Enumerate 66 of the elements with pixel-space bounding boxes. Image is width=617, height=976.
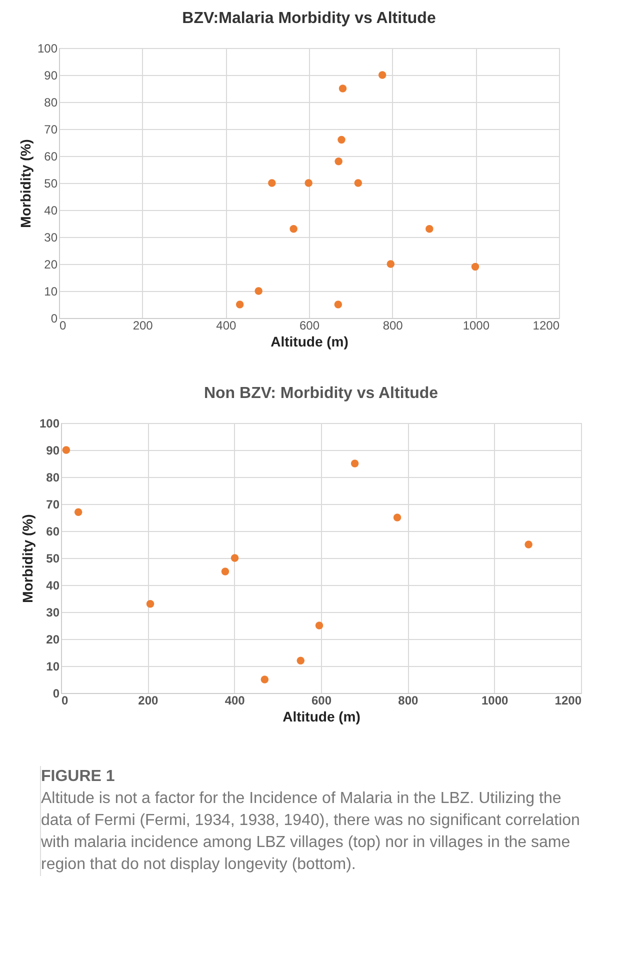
- point: [393, 514, 402, 522]
- x-tick-label: 1200: [532, 318, 560, 332]
- point: [304, 179, 312, 187]
- point: [236, 300, 244, 308]
- point: [524, 540, 532, 548]
- point: [378, 71, 386, 79]
- y-tick-label: 50: [44, 176, 58, 190]
- y-tick-label: 60: [46, 524, 60, 538]
- y-tick-label: 30: [46, 606, 60, 620]
- x-axis-title: Altitude (m): [282, 708, 360, 724]
- y-tick-label: 30: [44, 230, 58, 244]
- x-tick-label: 600: [311, 694, 332, 708]
- chart-title: BZV:Malaria Morbidity vs Altitude: [182, 10, 436, 27]
- x-tick-label: 1200: [554, 694, 582, 708]
- point: [315, 622, 324, 630]
- y-axis-title: Morbidity (%): [19, 514, 36, 603]
- chart-title: Non BZV: Morbidity vs Altitude: [204, 385, 438, 402]
- y-tick-label: 10: [44, 284, 58, 298]
- y-tick-label: 90: [46, 444, 60, 458]
- point: [74, 508, 82, 516]
- y-tick-label: 20: [46, 632, 60, 646]
- point: [354, 179, 362, 187]
- point: [338, 84, 347, 92]
- y-tick-label: 40: [44, 204, 58, 218]
- y-tick-label: 70: [44, 122, 58, 136]
- x-tick-label: 400: [224, 694, 246, 708]
- x-tick-label: 600: [299, 318, 320, 332]
- point: [338, 136, 346, 144]
- point: [230, 554, 239, 562]
- y-tick-label: 90: [44, 68, 58, 82]
- y-tick-label: 80: [44, 96, 58, 110]
- point: [62, 446, 70, 454]
- y-axis-title: Morbidity (%): [17, 139, 34, 228]
- x-axis-title: Altitude (m): [270, 334, 348, 350]
- y-tick-label: 70: [46, 498, 60, 512]
- caption: FIGURE 1: [41, 767, 116, 787]
- x-tick-label: 1000: [481, 694, 509, 708]
- point: [146, 600, 154, 608]
- point: [350, 460, 359, 468]
- y-tick-label: 50: [46, 552, 60, 566]
- point: [268, 179, 276, 187]
- point: [471, 262, 480, 271]
- text: Altitude is not a factor for the Incidence of Malaria in the LBZ. Utilizing the data of Fermi (Fermi, 1934, 1938, 1940), there was no significant correlation with malaria incidence among LBZ villages (top) nor in villages in the same region that do not display longevity (bottom).: [41, 789, 581, 875]
- point: [426, 225, 434, 233]
- point: [386, 260, 395, 268]
- y-tick-label: 60: [44, 150, 58, 164]
- point: [290, 225, 298, 233]
- x-tick-label: 800: [398, 694, 418, 708]
- x-tick-label: 0: [62, 694, 68, 708]
- point: [260, 676, 269, 684]
- y-tick-label: 100: [39, 416, 60, 430]
- y-tick-label: 10: [46, 660, 60, 674]
- y-tick-label: 40: [46, 578, 60, 592]
- point: [296, 656, 305, 664]
- point: [221, 568, 230, 576]
- x-tick-label: 400: [216, 318, 236, 332]
- y-tick-label: 80: [46, 470, 60, 484]
- point: [254, 287, 262, 295]
- point: [334, 158, 342, 166]
- x-tick-label: 200: [138, 694, 158, 708]
- x-tick-label: 1000: [462, 318, 490, 332]
- x-tick-label: 200: [132, 318, 154, 332]
- y-tick-label: 100: [37, 42, 58, 56]
- x-tick-label: 800: [382, 318, 404, 332]
- y-tick-label: 20: [44, 258, 58, 272]
- point: [334, 300, 342, 308]
